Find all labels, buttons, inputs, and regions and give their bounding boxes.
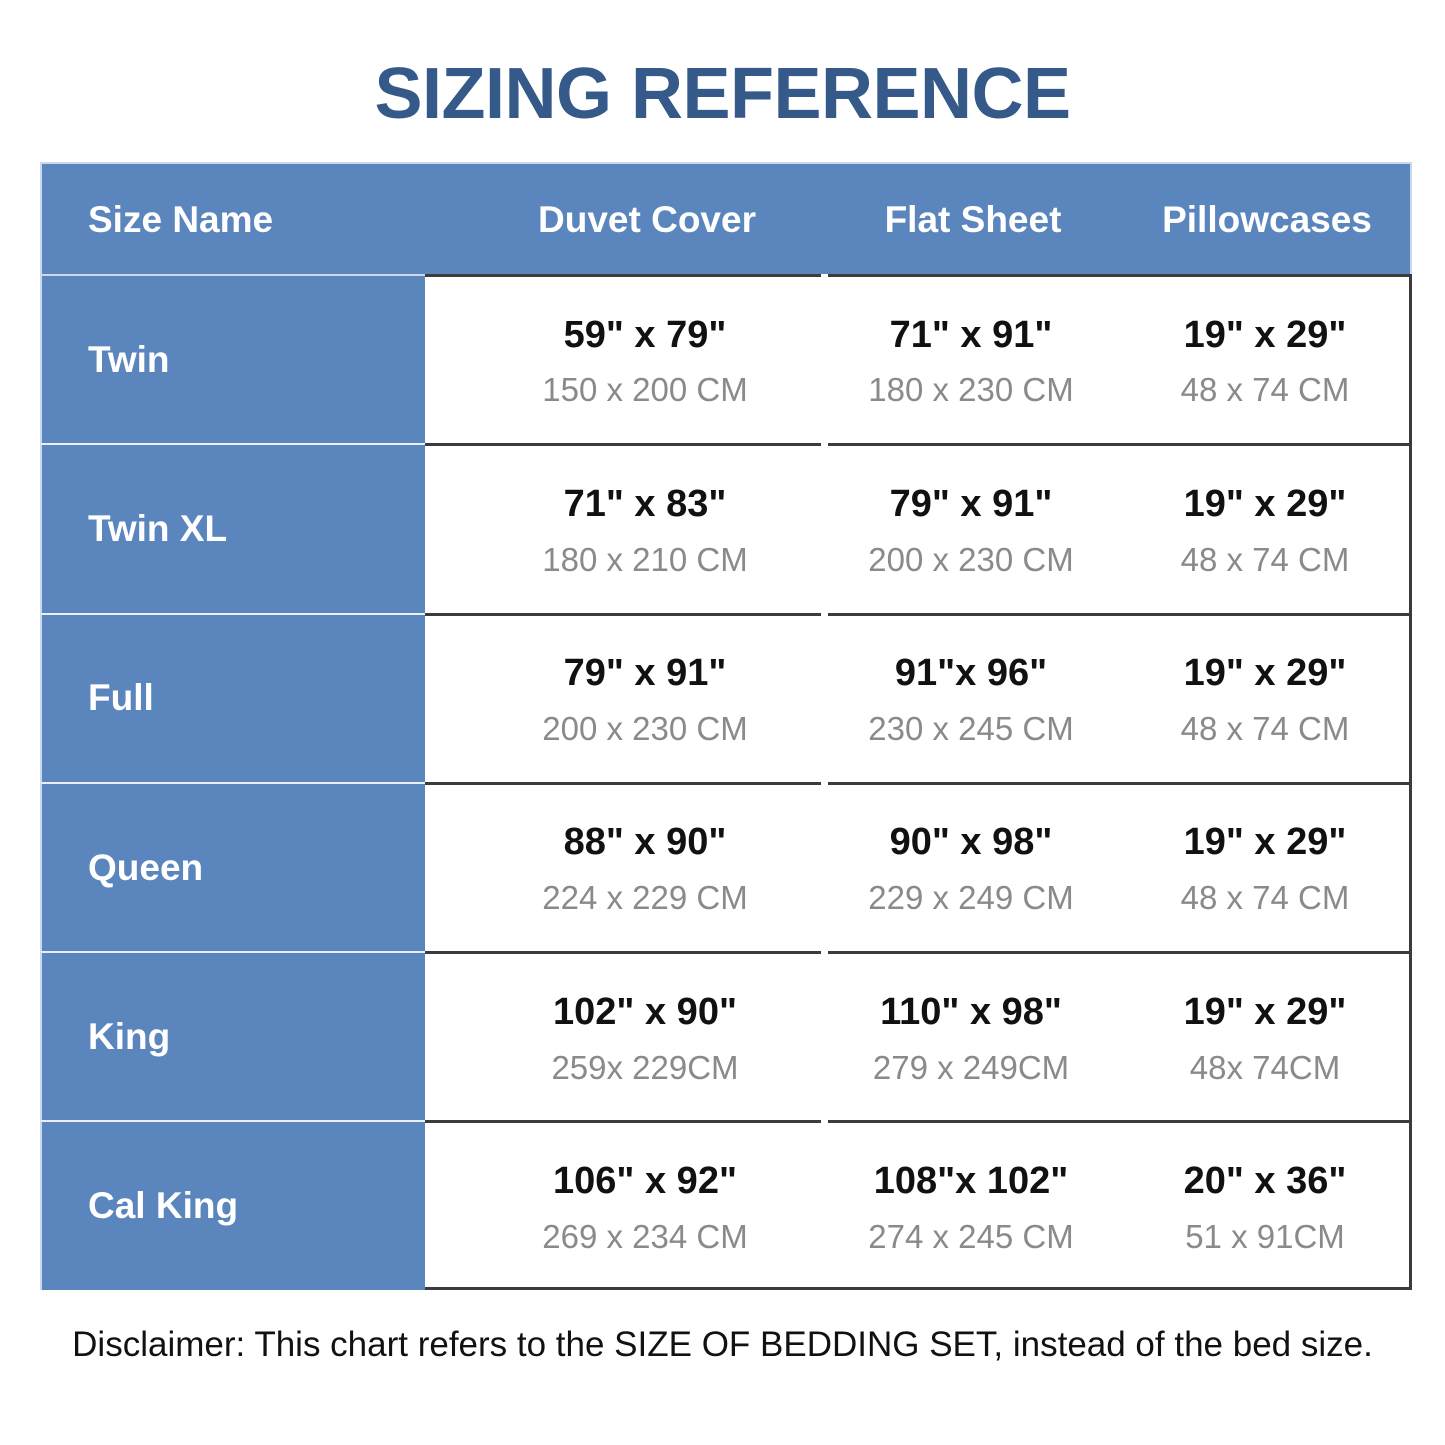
pillow-inches: 19" x 29" (1183, 652, 1347, 695)
pillowcases-cell: 19" x 29" 48 x 74 CM (1120, 785, 1410, 954)
row-measurements: 88" x 90" 224 x 229 CM 90" x 98" 229 x 2… (425, 781, 1412, 954)
flat-inches: 71" x 91" (889, 313, 1053, 356)
duvet-centimeters: 259x 229CM (551, 1048, 739, 1086)
duvet-cover-cell: 102" x 90" 259x 229CM (480, 954, 810, 1123)
duvet-inches: 102" x 90" (553, 990, 737, 1033)
divider-notch (821, 443, 828, 447)
row-measurements: 106" x 92" 269 x 234 CM 108"x 102" 274 x… (425, 1120, 1412, 1292)
column-header-duvet-cover: Duvet Cover (538, 199, 756, 240)
pillow-centimeters: 48 x 74 CM (1180, 371, 1350, 409)
pillow-centimeters: 48x 74CM (1189, 1048, 1341, 1086)
flat-centimeters: 229 x 249 CM (868, 879, 1074, 917)
size-name-cell: Twin (40, 274, 425, 444)
flat-centimeters: 279 x 249CM (872, 1048, 1070, 1086)
pillow-inches: 19" x 29" (1183, 821, 1347, 864)
disclaimer-text: Disclaimer: This chart refers to the SIZ… (72, 1325, 1373, 1364)
size-name-cell: Cal King (40, 1120, 425, 1290)
duvet-centimeters: 180 x 210 CM (542, 540, 748, 578)
flat-sheet-cell: 71" x 91" 180 x 230 CM (826, 277, 1116, 446)
duvet-inches: 106" x 92" (553, 1160, 737, 1203)
row-measurements: 79" x 91" 200 x 230 CM 91"x 96" 230 x 24… (425, 612, 1412, 785)
pillowcases-cell: 20" x 36" 51 x 91CM (1120, 1123, 1410, 1292)
duvet-inches: 88" x 90" (563, 821, 727, 864)
pillow-centimeters: 51 x 91CM (1185, 1217, 1345, 1255)
pillowcases-cell: 19" x 29" 48 x 74 CM (1120, 446, 1410, 615)
duvet-centimeters: 224 x 229 CM (542, 879, 748, 917)
pillow-centimeters: 48 x 74 CM (1180, 879, 1350, 917)
flat-sheet-cell: 90" x 98" 229 x 249 CM (826, 785, 1116, 954)
flat-sheet-cell: 91"x 96" 230 x 245 CM (826, 616, 1116, 785)
size-name-label: Cal King (88, 1185, 239, 1227)
column-header-pillowcases: Pillowcases (1162, 199, 1372, 240)
flat-centimeters: 230 x 245 CM (868, 709, 1074, 747)
flat-inches: 90" x 98" (889, 821, 1053, 864)
pillow-inches: 19" x 29" (1183, 313, 1347, 356)
table-row: Twin XL 71" x 83" 180 x 210 CM 79" x 91"… (40, 443, 1412, 615)
size-name-cell: Full (40, 612, 425, 782)
pillowcases-cell: 19" x 29" 48 x 74 CM (1120, 616, 1410, 785)
table-row: Full 79" x 91" 200 x 230 CM 91"x 96" 230… (40, 612, 1412, 785)
duvet-inches: 79" x 91" (563, 652, 727, 695)
pillow-inches: 20" x 36" (1183, 1160, 1347, 1203)
table-header-row: Size Name Duvet Cover Flat Sheet Pillowc… (40, 162, 1412, 274)
table-row: King 102" x 90" 259x 229CM 110" x 98" 27… (40, 951, 1412, 1123)
divider-notch (821, 612, 828, 616)
sizing-table: Size Name Duvet Cover Flat Sheet Pillowc… (40, 162, 1412, 1290)
table-row: Queen 88" x 90" 224 x 229 CM 90" x 98" 2… (40, 781, 1412, 954)
page-title: SIZING REFERENCE (374, 54, 1071, 134)
size-name-cell: Queen (40, 781, 425, 952)
divider-notch (821, 1120, 828, 1124)
flat-centimeters: 200 x 230 CM (868, 540, 1074, 578)
divider-notch (821, 274, 828, 277)
flat-sheet-cell: 108"x 102" 274 x 245 CM (826, 1123, 1116, 1292)
pillowcases-cell: 19" x 29" 48x 74CM (1120, 954, 1410, 1123)
flat-inches: 110" x 98" (880, 990, 1062, 1033)
duvet-inches: 71" x 83" (563, 482, 727, 525)
flat-inches: 79" x 91" (889, 482, 1053, 525)
row-measurements: 59" x 79" 150 x 200 CM 71" x 91" 180 x 2… (425, 274, 1412, 446)
size-name-label: Queen (88, 846, 204, 888)
table-row: Cal King 106" x 92" 269 x 234 CM 108"x 1… (40, 1120, 1412, 1292)
size-name-cell: King (40, 951, 425, 1121)
flat-centimeters: 180 x 230 CM (868, 371, 1074, 409)
duvet-cover-cell: 79" x 91" 200 x 230 CM (480, 616, 810, 785)
duvet-centimeters: 269 x 234 CM (542, 1217, 748, 1255)
size-name-cell: Twin XL (40, 443, 425, 613)
size-name-label: Twin XL (88, 507, 228, 549)
duvet-cover-cell: 88" x 90" 224 x 229 CM (480, 785, 810, 954)
flat-sheet-cell: 79" x 91" 200 x 230 CM (826, 446, 1116, 615)
row-measurements: 102" x 90" 259x 229CM 110" x 98" 279 x 2… (425, 951, 1412, 1123)
table-body: Twin 59" x 79" 150 x 200 CM 71" x 91" 18… (40, 274, 1412, 1290)
flat-inches: 108"x 102" (873, 1160, 1069, 1203)
duvet-cover-cell: 106" x 92" 269 x 234 CM (480, 1123, 810, 1292)
size-name-label: Full (88, 677, 154, 719)
duvet-centimeters: 200 x 230 CM (542, 709, 748, 747)
duvet-centimeters: 150 x 200 CM (542, 371, 748, 409)
flat-centimeters: 274 x 245 CM (868, 1217, 1074, 1255)
column-header-size-name: Size Name (88, 199, 274, 240)
pillow-inches: 19" x 29" (1183, 990, 1347, 1033)
size-name-label: King (88, 1015, 171, 1057)
flat-inches: 91"x 96" (894, 652, 1048, 695)
duvet-cover-cell: 71" x 83" 180 x 210 CM (480, 446, 810, 615)
pillow-centimeters: 48 x 74 CM (1180, 709, 1350, 747)
duvet-inches: 59" x 79" (563, 313, 727, 356)
divider-notch (821, 951, 828, 955)
divider-notch (821, 781, 828, 785)
flat-sheet-cell: 110" x 98" 279 x 249CM (826, 954, 1116, 1123)
table-row: Twin 59" x 79" 150 x 200 CM 71" x 91" 18… (40, 274, 1412, 446)
pillowcases-cell: 19" x 29" 48 x 74 CM (1120, 277, 1410, 446)
duvet-cover-cell: 59" x 79" 150 x 200 CM (480, 277, 810, 446)
pillow-inches: 19" x 29" (1183, 482, 1347, 525)
column-header-flat-sheet: Flat Sheet (884, 199, 1062, 240)
pillow-centimeters: 48 x 74 CM (1180, 540, 1350, 578)
size-name-label: Twin (88, 338, 170, 380)
row-measurements: 71" x 83" 180 x 210 CM 79" x 91" 200 x 2… (425, 443, 1412, 615)
